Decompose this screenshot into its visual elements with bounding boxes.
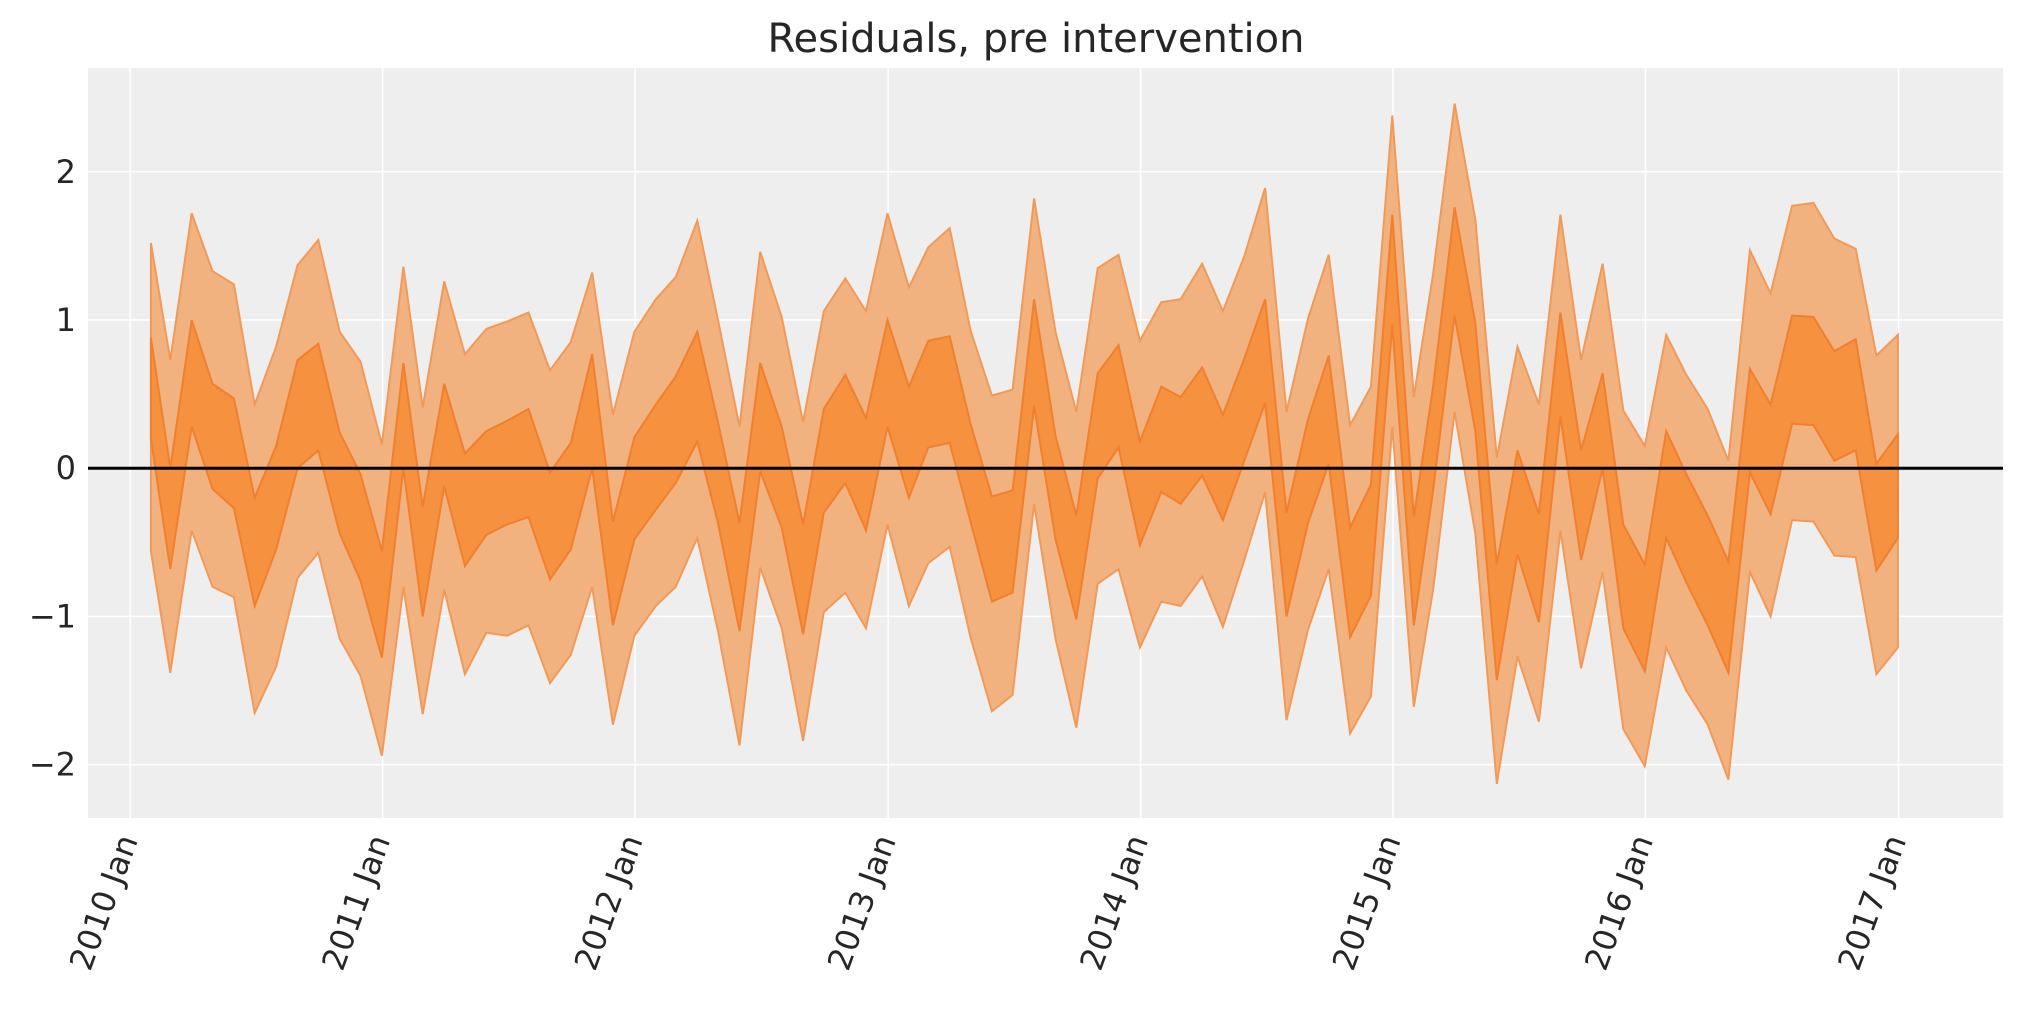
x-tick-label: 2011 Jan [314, 830, 398, 975]
x-tick-label: 2015 Jan [1325, 830, 1409, 975]
x-tick-label: 2013 Jan [820, 830, 904, 975]
chart-title: Residuals, pre intervention [768, 16, 1305, 62]
y-tick-label: 2 [56, 153, 76, 191]
x-tick-label: 2016 Jan [1577, 830, 1661, 975]
residual-bands [149, 103, 1899, 785]
x-tick-label: 2017 Jan [1830, 830, 1914, 975]
x-tick-label: 2012 Jan [567, 830, 651, 975]
y-tick-label: 1 [56, 301, 76, 339]
y-tick-label: −2 [29, 746, 76, 784]
y-tick-labels: −2 −1 0 1 2 [29, 153, 76, 784]
inner-band [149, 207, 1899, 681]
y-tick-label: 0 [56, 449, 76, 487]
x-tick-label: 2010 Jan [62, 830, 146, 975]
x-tick-label: 2014 Jan [1072, 830, 1156, 975]
y-tick-label: −1 [29, 597, 76, 635]
x-tick-labels: 2010 Jan 2011 Jan 2012 Jan 2013 Jan 2014 Jan… [62, 830, 1914, 975]
